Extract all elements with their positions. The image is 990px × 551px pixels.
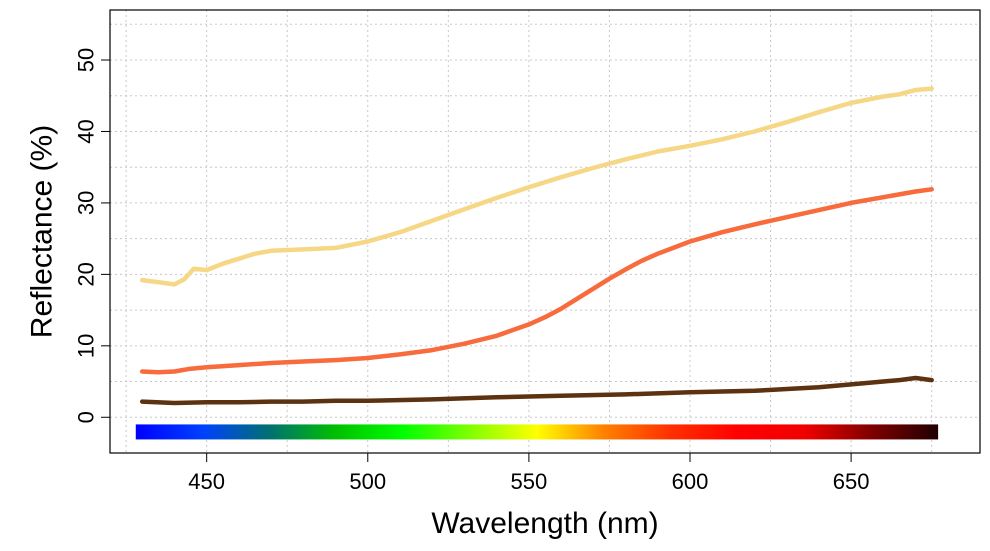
y-tick-label: 40	[74, 119, 99, 143]
y-tick-label: 20	[74, 262, 99, 286]
x-tick-label: 650	[833, 469, 870, 494]
y-tick-label: 0	[74, 411, 99, 423]
y-tick-label: 50	[74, 48, 99, 72]
series-group	[139, 86, 934, 406]
grid	[110, 10, 980, 454]
x-tick-label: 500	[349, 469, 386, 494]
y-tick-label: 30	[74, 191, 99, 215]
x-axis-label: Wavelength (nm)	[431, 507, 658, 540]
x-tick-label: 450	[188, 469, 225, 494]
series-line-2	[139, 187, 934, 375]
axes: 450 500 550 600 650 0 10 20 30 40 50	[74, 48, 870, 494]
series-line-1	[139, 86, 934, 287]
x-tick-label: 600	[672, 469, 709, 494]
series-line-3	[139, 375, 934, 406]
plot-frame	[109, 9, 981, 454]
y-tick-label: 10	[74, 334, 99, 358]
y-axis-label: Reflectance (%)	[26, 125, 59, 338]
spectrum-bar-group	[135, 424, 939, 440]
x-tick-label: 550	[511, 469, 548, 494]
spectrum-bar	[135, 424, 939, 440]
